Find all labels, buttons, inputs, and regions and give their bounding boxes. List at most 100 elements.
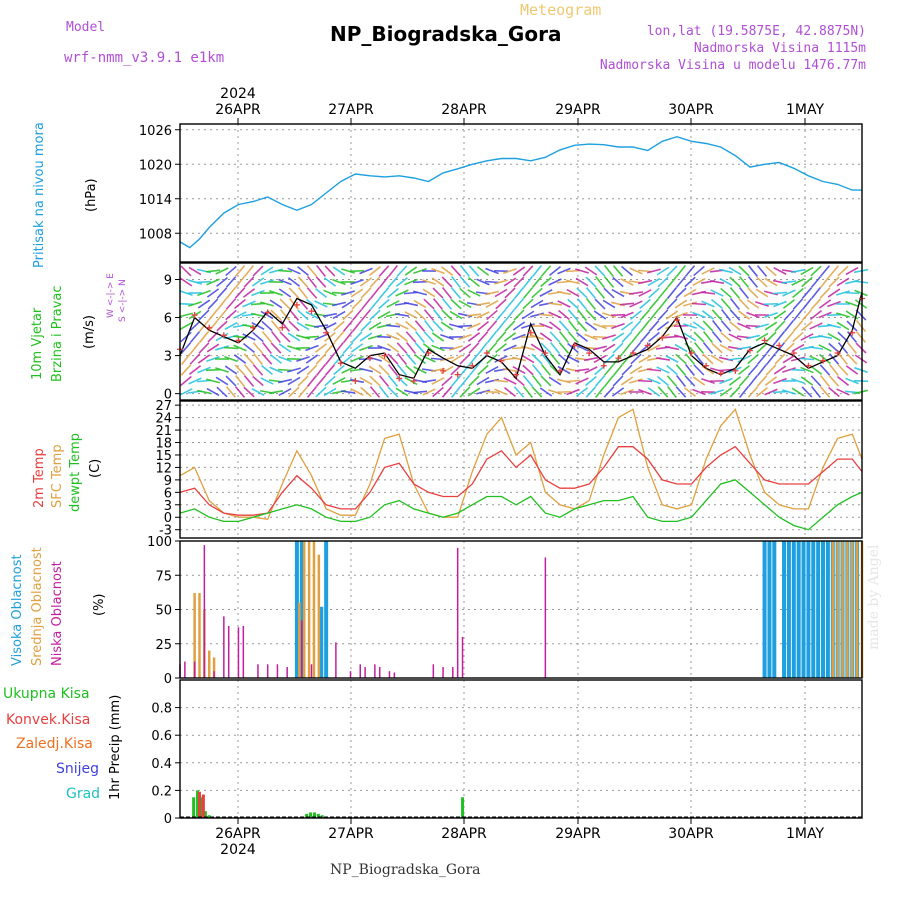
wind-barb [637,279,653,285]
wind-barb [548,321,562,331]
wind-barb [179,289,193,297]
wind-barb [377,354,391,364]
cloud-bar-mid [851,541,854,678]
wind-barb [820,375,830,387]
wind-barb [207,309,219,321]
wind-barb [854,289,868,297]
cloud-bar-low [378,667,381,678]
wind-barb [323,387,337,397]
wind-barb [468,276,480,288]
wind-barb [252,342,264,354]
wind-barb [260,266,274,276]
wind-barb [297,386,309,398]
wind-barb [765,353,777,365]
wind-barb [522,265,534,277]
wind-barb [431,277,445,287]
wind-barb [584,333,598,341]
wind-barb [412,280,428,284]
wind-barb [261,331,273,343]
wind-barb [277,378,293,384]
cloud-bar-mid [198,593,201,678]
cloud-bar-high [294,541,299,678]
wind-barb [225,309,237,321]
wind-barb [449,323,463,329]
wind-barb [683,288,697,298]
wind-barb [476,278,490,286]
wind-barb [666,265,678,277]
wind-barb [621,342,633,354]
wind-barb [460,265,470,277]
wind-barb [594,375,606,387]
precip-bar [203,811,207,818]
wind-barb [684,265,696,277]
wind-barb [406,342,416,354]
wind-barb [792,287,804,299]
wind-barb [827,300,841,308]
wind-barb [576,332,588,342]
wind-barb [216,287,228,299]
cloud-bar-high [825,541,830,678]
wind-barb [801,386,813,398]
wind-barb [521,354,535,364]
wind-barb [305,344,319,352]
wind-barb [369,298,381,310]
wind-barb [521,323,535,329]
wind-barb [765,364,777,376]
wind-barb [522,298,534,310]
wind-barb [476,376,490,386]
y-tick-label: 27 [155,399,172,414]
wind-barb [288,320,300,332]
wind-barb [577,309,587,321]
y-tick-label: 50 [155,604,172,619]
wind-barb [566,279,580,285]
wind-barb [189,331,201,343]
y-tick-label: 24 [155,412,172,427]
wind-barb [215,332,229,342]
y-tick-label: 1026 [139,124,172,139]
wind-barb [692,376,706,386]
wind-barb [379,276,389,288]
wind-barb [585,375,597,387]
wind-barb [198,309,210,321]
cloud-bar-mid [302,541,306,678]
wind-barb [531,353,543,365]
precip-bar [316,813,320,818]
wind-barb [243,265,255,277]
wind-barb [540,276,552,288]
cloud-bar-low [242,625,245,678]
wind-barb [405,331,417,343]
wind-barb [819,364,831,376]
wind-barb [548,389,562,395]
wind-barb [817,334,833,340]
wind-barb [260,310,274,320]
wind-barb [315,386,327,398]
wind-barb [503,268,517,274]
cloud-bar-high [299,541,304,678]
wind-barb [459,276,471,288]
cloud-bar-low [237,627,240,678]
wind-barb [683,387,697,397]
wind-barb [674,343,688,353]
wind-barb [225,386,237,398]
wind-barb [493,379,509,383]
wind-barb [845,365,859,375]
wind-barb [602,312,616,318]
wind-barb [196,389,212,395]
wind-barb [269,366,283,374]
wind-barb [576,320,588,332]
wind-barb [468,375,480,387]
wind-barb [243,386,255,398]
wind-barb [423,309,435,321]
wind-barb [656,366,670,374]
wind-barb [838,353,848,365]
wind-barb [432,287,444,299]
wind-barb [559,331,569,343]
wind-barb [350,355,364,363]
wind-barb [799,357,815,361]
cloud-bar-low [388,671,391,678]
wind-barb [287,267,301,275]
wind-barb [305,354,319,364]
wind-barb [711,331,723,343]
wind-barb [225,298,237,310]
wind-barb [639,309,651,321]
